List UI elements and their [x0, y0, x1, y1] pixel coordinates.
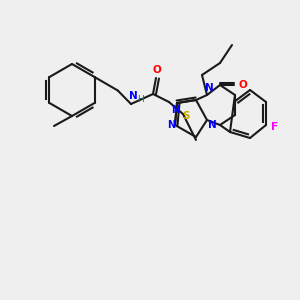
Text: H: H — [136, 94, 143, 103]
Text: O: O — [238, 80, 247, 90]
Text: O: O — [153, 65, 161, 75]
Text: N: N — [208, 120, 216, 130]
Text: S: S — [182, 111, 190, 121]
Text: N: N — [167, 120, 175, 130]
Text: F: F — [272, 122, 279, 132]
Text: N: N — [171, 105, 179, 115]
Text: N: N — [205, 83, 213, 93]
Text: N: N — [129, 91, 137, 101]
